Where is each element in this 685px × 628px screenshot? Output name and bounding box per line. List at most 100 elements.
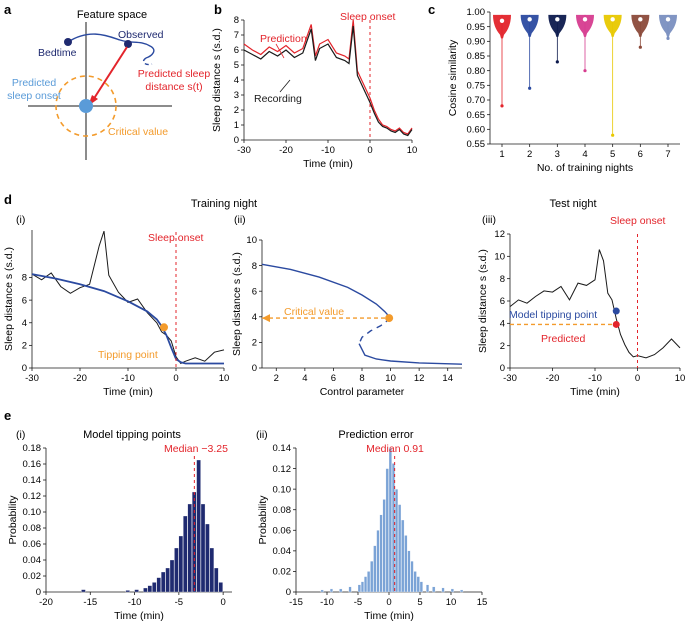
- d-ii-y-tick-label: 0: [252, 363, 257, 374]
- plot-e-i: -20 -15 -10 -5 0 0 0.02 0.04 0.06 0.08 0.10 0.12 0.1…: [7, 443, 232, 622]
- plot-d-iii: -30 -20 -10 0 10 0 2 4 6 8 10 12 Time (min) Sleep dis…: [477, 229, 685, 398]
- e-ii-bar: [329, 588, 333, 593]
- e-ii-bar: [385, 468, 389, 593]
- e-i-bar: [143, 587, 148, 593]
- plot-d-ii: 2 4 6 8 10 12 14 0 2 4 6 8 10 Control parameter Sleep …: [231, 235, 463, 398]
- panel-b: b -30 -20 -10 0 10 0 1 2 3 4 5 6 7 8 Time (min) Sleep d…: [211, 2, 417, 170]
- d-i-y-label: Sleep distance s (s.d.): [3, 247, 15, 351]
- b-x-tick-label: -20: [279, 145, 293, 156]
- d-i-x-tick-label: -30: [25, 373, 39, 384]
- critical-value-circle: [55, 75, 117, 137]
- d-iii-y-tick-label: 12: [494, 229, 505, 240]
- e-i-bar: [152, 582, 157, 593]
- d-i-x-tick-label: 10: [219, 373, 230, 384]
- c-min-point: [583, 69, 587, 73]
- b-y-tick-label: 6: [234, 45, 239, 56]
- c-violin-body: [548, 14, 567, 37]
- e-ii-bar: [426, 584, 430, 593]
- e-i-y-tick-label: 0.08: [23, 523, 42, 534]
- prediction-legend: Prediction: [260, 33, 307, 45]
- c-violin-body: [603, 14, 622, 37]
- e-ii-title: Prediction error: [338, 429, 414, 441]
- e-ii-bar: [391, 463, 395, 593]
- panel-c: c 0.55 0.60 0.65 0.70 0.75 0.80 0.85 0.90 0.95 1.…: [428, 2, 680, 174]
- panel-d: d Training night Test night (i) (ii) (ii…: [3, 192, 685, 398]
- c-x-tick-label: 2: [527, 149, 532, 160]
- e-ii-y-tick-label: 0.12: [273, 464, 292, 475]
- panel-d-label: d: [4, 192, 12, 207]
- e-ii-bar: [460, 589, 464, 593]
- e-ii-bar: [395, 488, 399, 593]
- e-ii-bar: [376, 530, 380, 593]
- d-i-y-tick-label: 4: [22, 318, 27, 329]
- d-ii-sublabel: (ii): [234, 214, 246, 226]
- c-violin-body: [493, 14, 511, 39]
- e-ii-bar: [432, 586, 436, 593]
- c-median-point: [555, 17, 560, 22]
- e-ii-bar: [379, 514, 383, 593]
- e-ii-bar: [450, 588, 454, 593]
- e-ii-bar: [413, 571, 417, 593]
- c-median-point: [665, 17, 671, 22]
- e-i-y-tick-label: 0.12: [23, 491, 42, 502]
- plot-d-i: -30 -20 -10 0 10 0 2 4 6 8 Time (min) Sleep distanc…: [3, 230, 229, 398]
- c-violin-body: [631, 14, 650, 37]
- c-median-point: [638, 17, 643, 22]
- panel-c-label: c: [428, 2, 435, 17]
- d-ii-x-tick-label: 10: [385, 373, 396, 384]
- b-series-recording: [243, 25, 413, 137]
- training-night-title: Training night: [191, 198, 257, 210]
- model-tipping-point-label: Model tipping point: [509, 309, 597, 321]
- c-x-tick-label: 6: [638, 149, 643, 160]
- e-ii-median-label: Median 0.91: [366, 443, 424, 455]
- c-x-tick-label: 7: [665, 149, 670, 160]
- c-median-point: [610, 17, 615, 22]
- b-y-tick-label: 0: [234, 135, 239, 146]
- c-y-tick-label: 0.65: [467, 110, 486, 121]
- predicted-distance-label-2: distance s(t): [145, 81, 202, 93]
- b-recording-pointer: [279, 79, 291, 93]
- d-iii-x-tick-label: 10: [675, 373, 685, 384]
- d-i-y-tick-label: 8: [22, 273, 27, 284]
- d-i-x-tick-label: -10: [121, 373, 135, 384]
- panel-a: a Feature space Bedtime Observed Predict…: [4, 2, 210, 160]
- d-iii-sublabel: (iii): [482, 214, 496, 226]
- b-y-tick-label: 5: [234, 60, 239, 71]
- d-ii-y-tick-label: 8: [252, 261, 257, 272]
- d-ii-y-label: Sleep distance s (s.d.): [231, 252, 243, 356]
- c-y-tick-label: 0.70: [467, 95, 486, 106]
- e-i-title: Model tipping points: [83, 429, 181, 441]
- e-i-bar: [174, 547, 179, 593]
- e-ii-bar: [360, 581, 364, 593]
- e-i-bar: [209, 547, 215, 593]
- d-iii-x-tick-label: -10: [588, 373, 602, 384]
- e-i-y-tick-label: 0.14: [23, 475, 42, 486]
- d-i-tipping-point-dot: [160, 323, 168, 332]
- d-ii-x-tick-label: 6: [331, 373, 336, 384]
- b-y-tick-label: 7: [234, 30, 239, 41]
- d-ii-y-tick-label: 2: [252, 338, 257, 349]
- e-i-y-tick-label: 0.02: [23, 571, 42, 582]
- c-min-point: [500, 104, 504, 108]
- observed-dot: [124, 40, 132, 48]
- b-y-tick-label: 1: [234, 120, 239, 131]
- test-night-title: Test night: [549, 198, 596, 210]
- e-ii-x-tick-label: 10: [446, 597, 457, 608]
- d-ii-critical-dot: [385, 314, 394, 323]
- d-ii-x-tick-label: 14: [442, 373, 453, 384]
- e-i-bar: [214, 567, 219, 593]
- e-i-x-tick-label: -15: [83, 597, 97, 608]
- e-ii-y-tick-label: 0: [286, 587, 291, 598]
- d-ii-y-tick-label: 10: [246, 235, 257, 246]
- e-ii-y-label: Probability: [257, 495, 269, 545]
- d-iii-series-recording: [509, 249, 681, 359]
- d-ii-x-tick-label: 2: [274, 373, 279, 384]
- e-i-bar: [165, 567, 170, 593]
- e-ii-bar: [401, 519, 405, 593]
- e-i-bar: [147, 585, 153, 593]
- e-ii-bar: [398, 504, 402, 593]
- b-y-tick-label: 3: [234, 90, 239, 101]
- d-ii-branch-0: [261, 263, 392, 319]
- predicted-distance-arrow: [92, 46, 128, 101]
- e-i-bar: [81, 589, 86, 593]
